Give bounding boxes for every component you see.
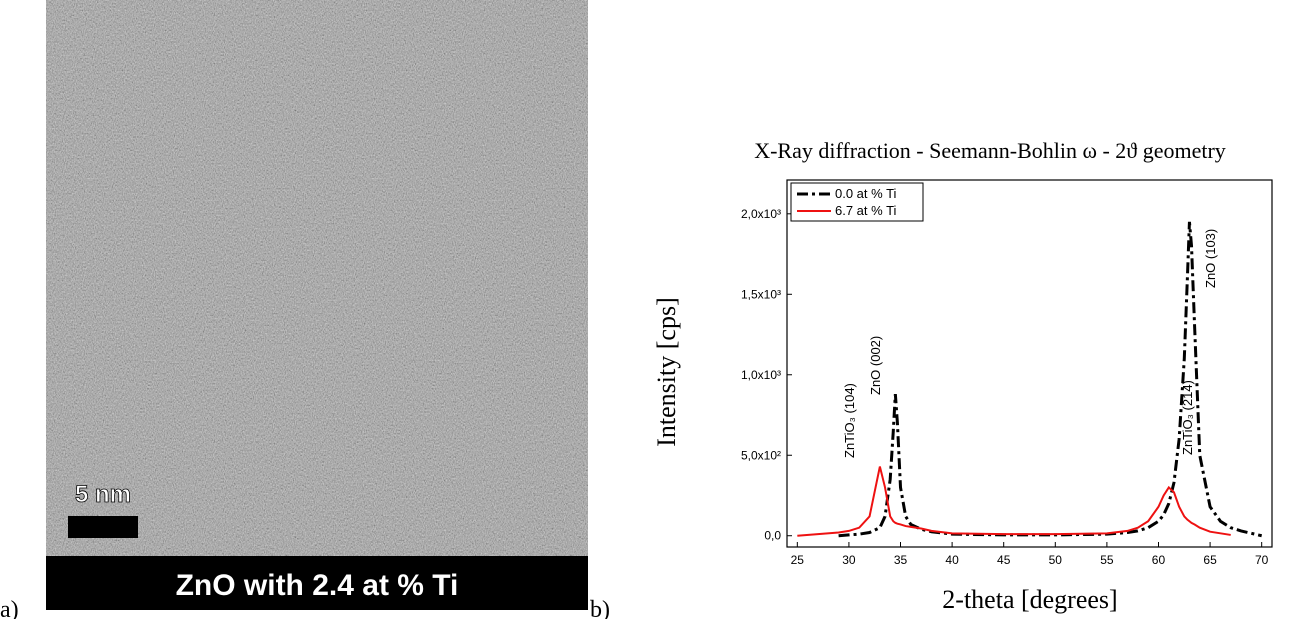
data-line	[797, 466, 1231, 537]
y-tick-label: 0,0	[764, 529, 781, 543]
x-tick-label: 55	[1100, 553, 1114, 567]
image-caption: ZnO with 2.4 at % Ti	[176, 569, 459, 602]
panel-label: b)	[590, 597, 610, 619]
x-tick-label: 25	[791, 553, 805, 567]
image-texture	[46, 0, 588, 556]
y-tick-label: 1,5x10³	[741, 287, 781, 301]
x-tick-label: 70	[1255, 553, 1269, 567]
y-tick-label: 1,0x10³	[741, 368, 781, 382]
y-tick-label: 2,0x10³	[741, 207, 781, 221]
panel-label: a)	[0, 597, 19, 619]
scale-bar	[68, 516, 138, 538]
x-tick-label: 40	[945, 553, 959, 567]
caption-bar	[46, 556, 588, 610]
plot-frame	[786, 179, 1273, 548]
y-axis-label: Intensity [cps]	[652, 297, 681, 446]
peak-annotation: ZnTiO₃ (104)	[842, 383, 857, 458]
x-tick-label: 45	[997, 553, 1011, 567]
x-tick-label: 35	[894, 553, 908, 567]
legend-box	[790, 182, 924, 222]
scale-bar-label: 5 nm	[75, 481, 131, 508]
x-tick-label: 65	[1203, 553, 1217, 567]
x-tick-label: 50	[1049, 553, 1063, 567]
legend-label: 0.0 at % Ti	[835, 186, 897, 201]
peak-annotation: ZnO (002)	[868, 336, 883, 395]
x-tick-label: 30	[842, 553, 856, 567]
data-line	[838, 221, 1263, 538]
y-tick-label: 5,0x10²	[741, 448, 781, 462]
tem-image: ZnO with 2.4 at % Ti 5 nm	[46, 0, 588, 610]
legend-label: 6.7 at % Ti	[835, 203, 897, 218]
peak-annotation: ZnTiO₃ (214)	[1180, 380, 1195, 455]
x-axis-label: 2-theta [degrees]	[942, 585, 1117, 614]
chart-title: X-Ray diffraction - Seemann-Bohlin ω - 2…	[754, 138, 1226, 163]
peak-annotation: ZnO (103)	[1203, 229, 1218, 288]
x-tick-label: 60	[1152, 553, 1166, 567]
